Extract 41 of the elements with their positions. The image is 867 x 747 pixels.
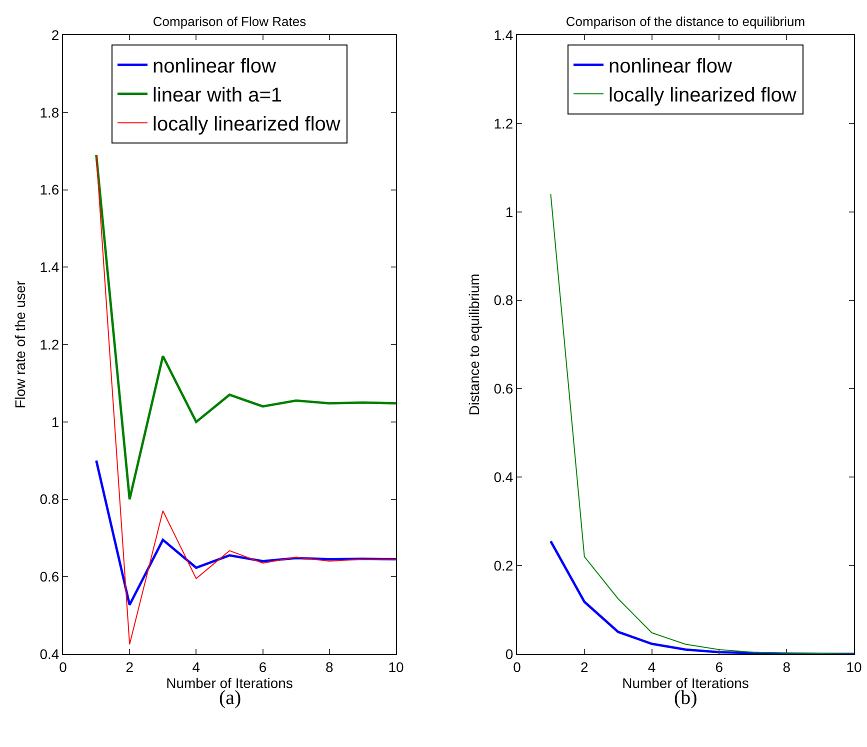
y-tick-label: 1.4: [494, 26, 514, 43]
y-tick-label: 1.8: [40, 104, 60, 120]
line-series: [550, 540, 854, 654]
legend-label: linear with a=1: [152, 84, 282, 107]
y-tick-label: 0.6: [40, 568, 60, 585]
y-tick-label: 0: [505, 646, 514, 662]
legend-label: nonlinear flow: [608, 56, 732, 78]
y-tick-label: 1.2: [494, 115, 514, 132]
y-tick-label: 0.6: [494, 380, 514, 397]
x-tick-label: 4: [192, 658, 200, 675]
y-tick-label: 1: [505, 204, 514, 220]
y-tick-label: 0.2: [494, 557, 514, 574]
x-tick-label: 6: [258, 658, 267, 675]
y-tick-label: 1: [51, 414, 60, 430]
x-tick-label: 8: [782, 658, 791, 675]
line-series: [95, 459, 396, 606]
x-tick-label: 10: [388, 658, 404, 675]
legend-label: locally linearized flow: [152, 114, 341, 136]
y-tick-label: 0.4: [40, 646, 60, 662]
x-tick-label: 10: [846, 658, 862, 675]
line-series: [96, 154, 396, 645]
x-tick-label: 2: [126, 658, 134, 675]
y-tick-label: 2: [51, 26, 60, 43]
line-series: [95, 154, 396, 500]
y-axis-title: Flow rate of the user: [12, 280, 28, 408]
y-tick-label: 0.8: [494, 292, 514, 308]
y-tick-label: 1.2: [40, 336, 60, 352]
x-tick-label: 2: [580, 658, 588, 675]
chart-title: Comparison of the distance to equilibrium: [566, 14, 806, 29]
y-tick-label: 0.8: [40, 491, 60, 508]
legend-label: nonlinear flow: [152, 56, 276, 78]
x-tick-label: 8: [326, 658, 334, 675]
x-tick-label: 4: [648, 658, 656, 675]
y-tick-label: 1.6: [40, 182, 60, 198]
y-tick-label: 0.4: [494, 469, 514, 486]
legend-label: locally linearized flow: [608, 84, 797, 107]
x-tick-label: 6: [715, 658, 724, 675]
line-series: [550, 194, 854, 654]
y-tick-label: 1.4: [40, 259, 60, 276]
chart-title: Comparison of Flow Rates: [152, 14, 307, 29]
y-axis-title: Distance to equilibrium: [466, 274, 482, 416]
